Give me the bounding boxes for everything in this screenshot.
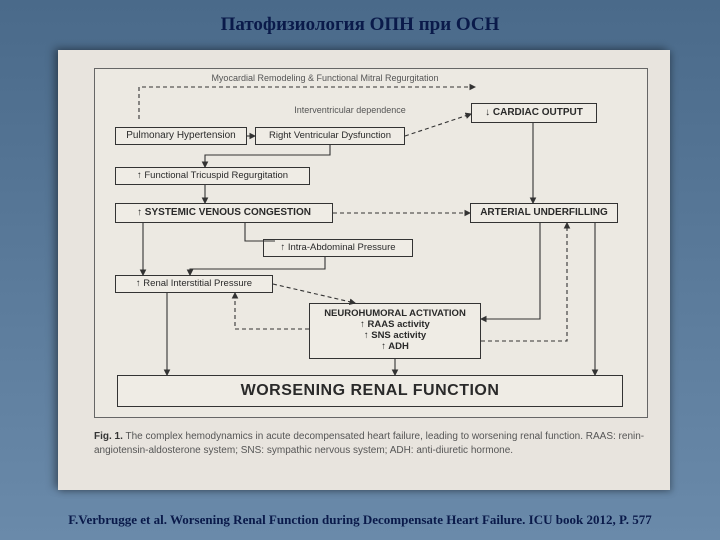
node-neuro: NEUROHUMORAL ACTIVATION ↑ RAAS activity …	[309, 303, 481, 359]
caption-text: The complex hemodynamics in acute decomp…	[94, 431, 644, 456]
caption-lead: Fig. 1.	[94, 431, 123, 442]
page-title: Патофизиология ОПН при ОСН	[0, 0, 720, 36]
connector-1	[205, 145, 330, 167]
node-pulm: Pulmonary Hypertension	[115, 127, 247, 145]
connector-16	[481, 223, 567, 341]
connector-5	[190, 257, 325, 275]
figure-wrapper: Myocardial Remodeling & Functional Mitra…	[58, 50, 670, 490]
diagram-area: Myocardial Remodeling & Functional Mitra…	[94, 68, 648, 418]
node-tricuspid: ↑ Functional Tricuspid Regurgitation	[115, 167, 310, 185]
connector-14	[273, 284, 355, 303]
node-svc: ↑ SYSTEMIC VENOUS CONGESTION	[115, 203, 333, 223]
free-text-interdep: Interventricular dependence	[275, 105, 425, 115]
free-text-remodel: Myocardial Remodeling & Functional Mitra…	[175, 73, 475, 83]
connector-15	[235, 293, 309, 329]
citation-text: F.Verbrugge et al. Worsening Renal Funct…	[0, 512, 720, 528]
node-arterial: ARTERIAL UNDERFILLING	[470, 203, 618, 223]
node-iap: ↑ Intra-Abdominal Pressure	[263, 239, 413, 257]
connector-12	[405, 114, 471, 136]
figure-caption: Fig. 1. The complex hemodynamics in acut…	[94, 430, 648, 457]
node-cardiac: ↓ CARDIAC OUTPUT	[471, 103, 597, 123]
connector-8	[481, 223, 540, 319]
node-rvd: Right Ventricular Dysfunction	[255, 127, 405, 145]
node-wrf: WORSENING RENAL FUNCTION	[117, 375, 623, 407]
node-rip: ↑ Renal Interstitial Pressure	[115, 275, 273, 293]
